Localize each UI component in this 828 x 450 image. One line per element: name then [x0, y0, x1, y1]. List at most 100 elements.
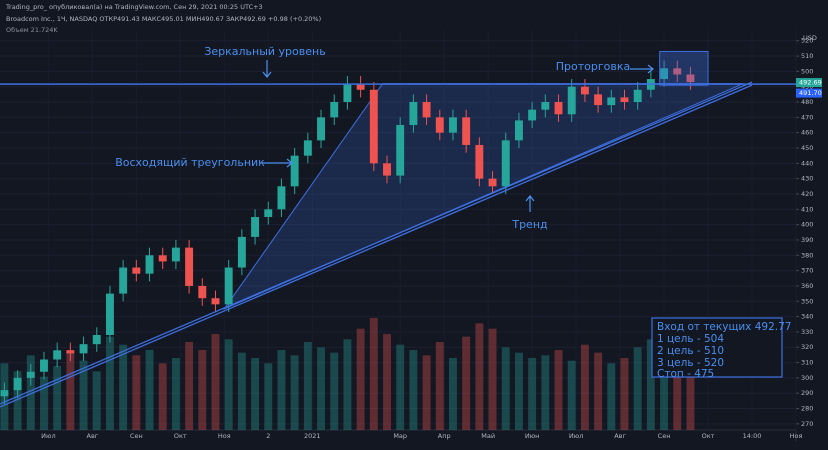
candle-body [449, 117, 457, 133]
price-label: 492.69 [799, 79, 822, 87]
annotations: Зеркальный уровень Восходящий треугольни… [115, 45, 630, 231]
volume-bar [53, 366, 62, 430]
y-tick-label: 270 [801, 420, 813, 428]
candle-body [40, 359, 48, 372]
volume-bar [92, 371, 101, 430]
candle-body [13, 377, 22, 391]
candle-body [171, 247, 180, 262]
arrow [525, 195, 535, 212]
volume-bar [251, 358, 260, 430]
volume-bar [462, 336, 471, 430]
volume-bar [633, 347, 642, 430]
trendline [0, 84, 753, 408]
volume-bar [185, 342, 194, 430]
candle-body [145, 255, 154, 274]
candle-body [303, 140, 312, 156]
y-tick-label: 430 [801, 175, 813, 183]
candle-body [66, 350, 75, 354]
volume-bar [13, 371, 22, 430]
candle-body [132, 267, 141, 274]
candle-body [501, 140, 510, 187]
plan-line: 2 цель - 510 [657, 345, 724, 357]
candle-body [462, 117, 471, 145]
candle-body [475, 144, 484, 179]
x-tick-label: Окт [702, 432, 715, 440]
volume-bar [422, 355, 431, 430]
volume-bar [264, 363, 273, 430]
candle-body [633, 89, 642, 103]
volume-bar [607, 363, 616, 430]
y-tick-label: 330 [801, 328, 813, 336]
symbol-info: Broadcom Inc., 1Ч, NASDAQ ОТКР491.43 МАК… [6, 15, 321, 23]
volume-bar [26, 355, 35, 430]
volume-bar [501, 347, 510, 430]
candle-body [198, 285, 207, 299]
candle-body [92, 334, 101, 345]
candle-body [607, 97, 616, 106]
volume-bar [356, 328, 365, 430]
candle-body [158, 255, 167, 262]
volume-bar [132, 355, 141, 430]
x-tick-label: Май [481, 432, 495, 440]
y-tick-label: 420 [801, 190, 813, 198]
y-tick-label: 320 [801, 343, 813, 351]
price-axis [796, 0, 828, 450]
x-tick-label: Сен [658, 432, 671, 440]
annotation: Зеркальный уровень [204, 45, 325, 58]
x-tick-label: 14:00 [743, 432, 762, 440]
volume-bar [303, 342, 312, 430]
x-tick-label: Июн [525, 432, 540, 440]
volume-bar [105, 336, 114, 430]
y-tick-label: 450 [801, 144, 813, 152]
x-tick-label: Июл [41, 432, 56, 440]
volume-bar [158, 363, 167, 430]
volume-bar [514, 352, 523, 430]
arrows [262, 60, 654, 212]
x-tick-label: Авг [614, 432, 626, 440]
y-tick-label: 510 [801, 52, 813, 60]
volume-bar [237, 352, 246, 430]
plan-line: 1 цель - 504 [657, 333, 724, 345]
plan-line: 3 цель - 520 [657, 357, 724, 369]
y-tick-label: 300 [801, 374, 813, 382]
volume-bar [554, 350, 563, 430]
volume-bar [488, 328, 497, 430]
volume-bar [171, 358, 180, 430]
y-tick-label: 280 [801, 405, 813, 413]
annotation: Восходящий треугольник [115, 156, 265, 169]
volume-bar [211, 334, 220, 430]
header: Trading_pro_ опубликовал(а) на TradingVi… [5, 3, 263, 11]
volume-bar [79, 360, 88, 430]
candle-body [343, 83, 352, 103]
volume-label: Объем 21.724K [6, 26, 58, 34]
volume-bar [330, 352, 339, 430]
candle-body [396, 125, 405, 176]
candle-body [567, 86, 576, 115]
y-tick-label: 460 [801, 129, 813, 137]
x-tick-label: Окт [174, 432, 187, 440]
arrow [262, 158, 293, 168]
volume-bar [40, 376, 48, 430]
volume-bar [673, 350, 682, 430]
candle-body [105, 293, 114, 335]
volume-bar [119, 344, 128, 430]
x-tick-label: Ноя [790, 432, 803, 440]
volume-bar [528, 358, 537, 430]
trendline [0, 81, 753, 405]
volume-bar [66, 350, 75, 430]
candle-body [422, 102, 431, 118]
y-tick-label: 290 [801, 389, 813, 397]
x-tick-label: Авг [87, 432, 99, 440]
y-tick-label: 480 [801, 98, 813, 106]
y-tick-label: 390 [801, 236, 813, 244]
volume-bar [383, 334, 391, 430]
y-tick-label: 380 [801, 251, 813, 259]
candle-body [528, 109, 537, 121]
arrow [262, 60, 272, 78]
volume-bar [646, 339, 655, 430]
x-tick-label: 2 [266, 432, 270, 440]
volume-bar [409, 350, 418, 430]
candle-body [185, 247, 194, 286]
candle-body [554, 102, 563, 115]
candle-body [0, 390, 9, 397]
